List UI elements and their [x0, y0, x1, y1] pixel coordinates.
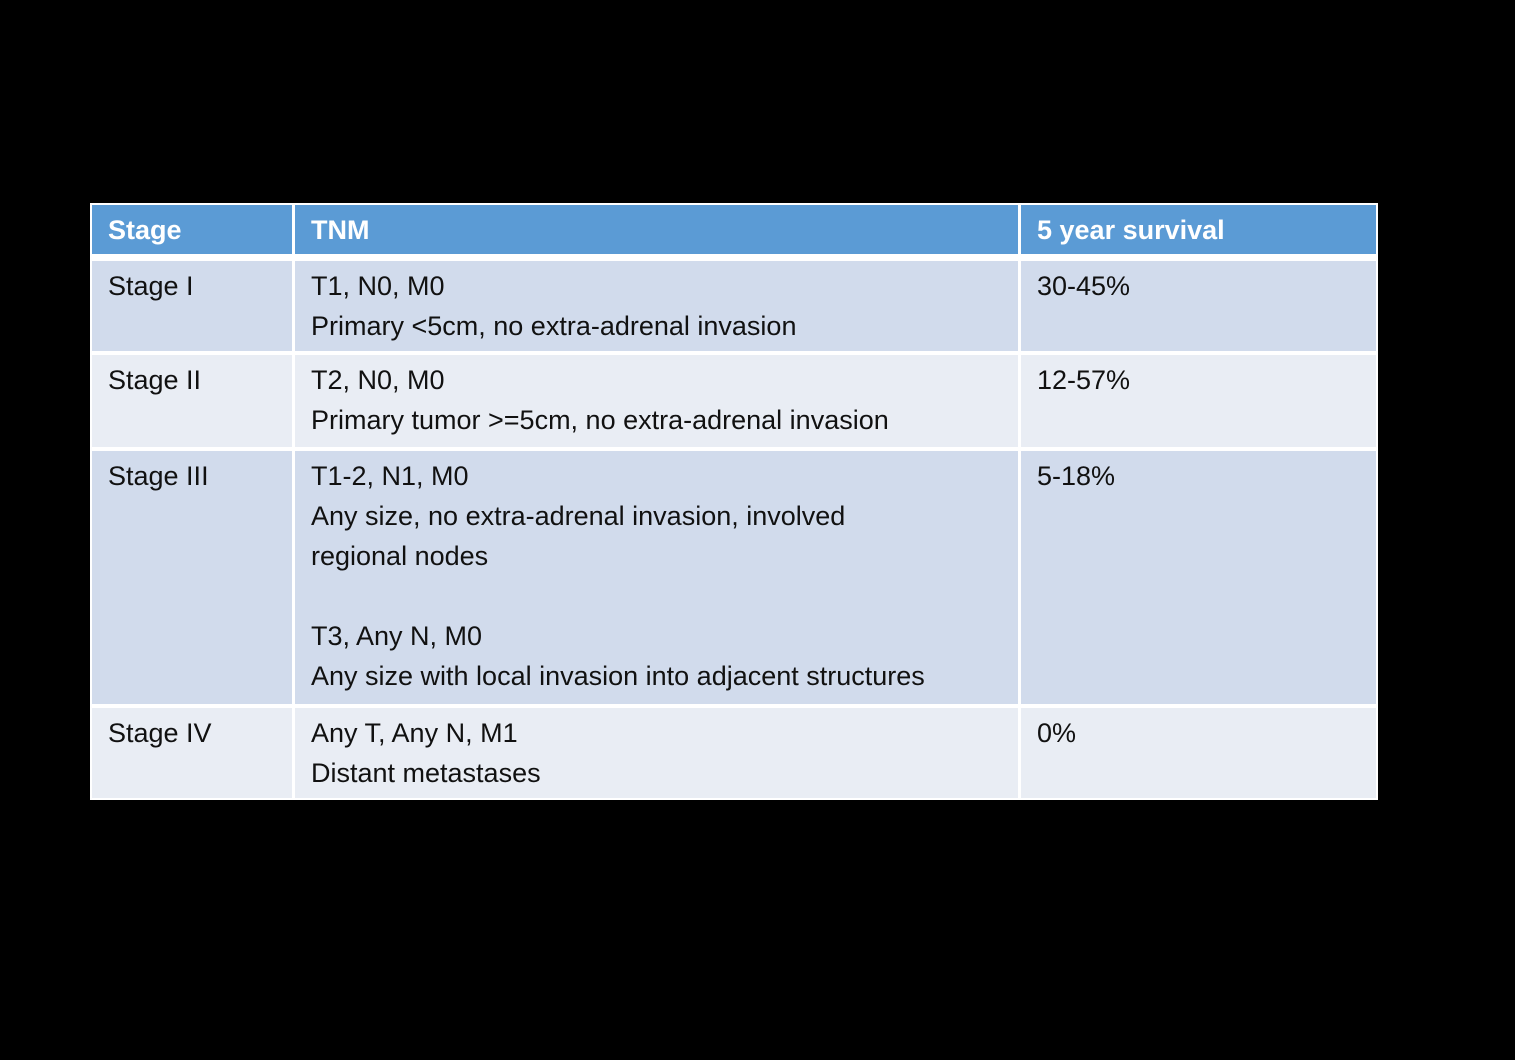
- survival-cell-row-3: 5-18%: [1021, 451, 1376, 704]
- tnm-cell-row-1: T1, N0, M0 Primary <5cm, no extra-adrena…: [295, 261, 1018, 351]
- tnm-cell-row-4: Any T, Any N, M1 Distant metastases: [295, 708, 1018, 798]
- stage-cell-row-3: Stage III: [92, 451, 292, 704]
- tnm-cell-row-2: T2, N0, M0 Primary tumor >=5cm, no extra…: [295, 355, 1018, 447]
- tnm-cell-row-3: T1-2, N1, M0 Any size, no extra-adrenal …: [295, 451, 1018, 704]
- stage-cell-row-1: Stage I: [92, 261, 292, 351]
- header-cell-tnm: TNM: [295, 205, 1018, 257]
- survival-cell-row-4: 0%: [1021, 708, 1376, 798]
- survival-cell-row-1: 30-45%: [1021, 261, 1376, 351]
- header-cell-stage: Stage: [92, 205, 292, 257]
- survival-cell-row-2: 12-57%: [1021, 355, 1376, 447]
- stage-cell-row-2: Stage II: [92, 355, 292, 447]
- staging-table: Stage TNM 5 year survival Stage I T1, N0…: [90, 203, 1378, 800]
- header-cell-survival: 5 year survival: [1021, 205, 1376, 257]
- stage-cell-row-4: Stage IV: [92, 708, 292, 798]
